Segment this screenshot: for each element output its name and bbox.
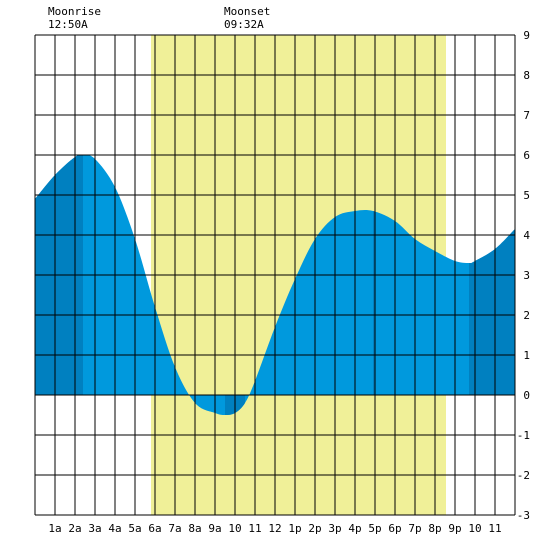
y-tick-labels: -3 -2 -1 0 1 2 3 4 5 6 7 8 9	[517, 29, 531, 522]
x-tick-label: 9a	[208, 522, 221, 535]
moonrise-label: Moonrise	[48, 5, 101, 18]
x-tick-label: 11	[248, 522, 261, 535]
y-tick-label: -3	[517, 509, 530, 522]
x-tick-label: 7a	[168, 522, 181, 535]
y-tick-label: -2	[517, 469, 530, 482]
x-tick-label: 8a	[188, 522, 201, 535]
x-tick-label: 9p	[448, 522, 461, 535]
grid-layer	[34, 34, 516, 516]
x-tick-label: 10	[468, 522, 481, 535]
x-tick-label: 5p	[368, 522, 381, 535]
x-tick-label: 12	[268, 522, 281, 535]
x-tick-label: 1p	[288, 522, 301, 535]
y-tick-label: 4	[523, 229, 530, 242]
x-tick-label: 11	[488, 522, 501, 535]
y-tick-label: 7	[523, 109, 530, 122]
x-tick-label: 7p	[408, 522, 421, 535]
y-tick-label: -1	[517, 429, 530, 442]
y-tick-label: 9	[523, 29, 530, 42]
y-tick-label: 8	[523, 69, 530, 82]
x-tick-label: 10	[228, 522, 241, 535]
x-tick-label: 2p	[308, 522, 321, 535]
x-tick-label: 3a	[88, 522, 101, 535]
x-tick-label: 6p	[388, 522, 401, 535]
y-tick-label: 3	[523, 269, 530, 282]
moonrise-time: 12:50A	[48, 18, 88, 31]
moonset-label: Moonset	[224, 5, 270, 18]
x-tick-label: 3p	[328, 522, 341, 535]
moonset-time: 09:32A	[224, 18, 264, 31]
x-tick-label: 1a	[48, 522, 61, 535]
x-tick-label: 5a	[128, 522, 141, 535]
y-tick-label: 2	[523, 309, 530, 322]
x-tick-label: 6a	[148, 522, 161, 535]
x-tick-labels: 1a 2a 3a 4a 5a 6a 7a 8a 9a 10 11 12 1p 2p 3p 4p 5p 6p 7p 8p…	[48, 522, 501, 535]
x-tick-label: 2a	[68, 522, 81, 535]
x-tick-label: 4a	[108, 522, 121, 535]
y-tick-label: 5	[523, 189, 530, 202]
x-tick-label: 8p	[428, 522, 441, 535]
y-tick-label: 0	[523, 389, 530, 402]
tide-highlight	[373, 154, 375, 415]
y-tick-label: 1	[523, 349, 530, 362]
y-tick-label: 6	[523, 149, 530, 162]
x-tick-label: 4p	[348, 522, 361, 535]
